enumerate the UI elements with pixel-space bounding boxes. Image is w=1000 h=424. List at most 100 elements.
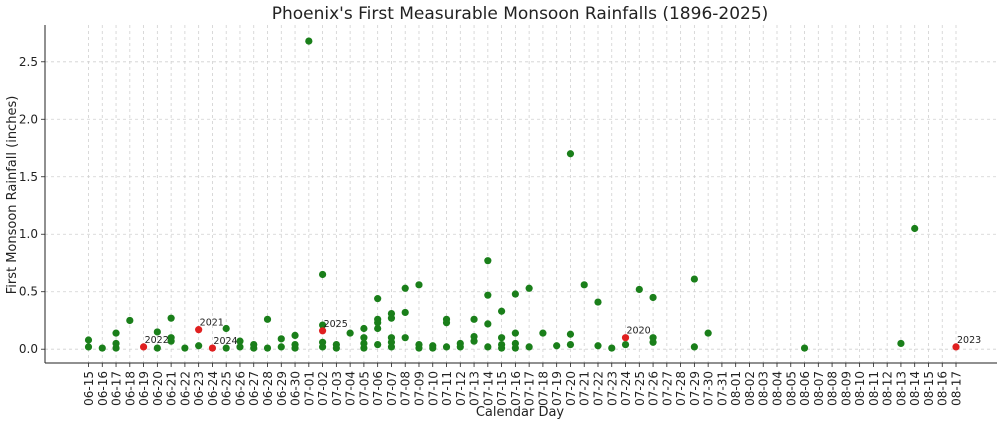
historical-data-point: [84, 343, 93, 351]
x-tick-label: 07-03: [330, 371, 344, 406]
x-tick-label: 06-28: [261, 371, 275, 406]
historical-data-point: [360, 324, 368, 333]
historical-data-point: [690, 343, 698, 351]
recent-data-point: [195, 326, 203, 334]
historical-data-point: [401, 334, 409, 342]
historical-data-point: [126, 316, 134, 325]
chart-title: Phoenix's First Measurable Monsoon Rainf…: [272, 4, 769, 24]
x-tick-label: 07-20: [564, 371, 578, 406]
x-tick-label: 06-23: [192, 371, 206, 406]
historical-data-point: [277, 343, 285, 351]
historical-data-point: [401, 284, 409, 292]
x-tick-label: 07-11: [440, 371, 454, 406]
historical-data-point: [484, 343, 492, 351]
x-tick-label: 07-15: [495, 371, 509, 406]
historical-data-point: [112, 329, 120, 337]
y-tick-labels: 0.0 0.5 1.0 1.5 2.0 2.5: [19, 55, 38, 356]
year-label: 2023: [957, 335, 981, 346]
historical-data-point: [484, 257, 492, 265]
historical-data-point: [470, 337, 478, 345]
historical-data-point: [167, 314, 175, 322]
historical-data-point: [222, 324, 230, 333]
x-tick-label: 07-17: [523, 371, 537, 406]
historical-data-point: [415, 281, 423, 289]
x-tick-label: 06-24: [206, 371, 220, 406]
historical-data-point: [498, 334, 506, 342]
historical-data-point: [277, 335, 285, 343]
x-tick-label: 07-18: [536, 371, 550, 406]
historical-data-point: [897, 339, 905, 348]
x-tick-label: 08-06: [798, 371, 812, 406]
historical-data-point: [511, 329, 519, 337]
historical-data-point: [911, 224, 919, 233]
x-tick-label: 07-14: [481, 371, 495, 406]
x-tick-label: 08-15: [922, 371, 936, 406]
historical-data-point: [153, 328, 161, 336]
x-tick-label: 08-10: [853, 371, 867, 406]
point-annotations: 2022 2021 2024 2025 2020 2023: [145, 318, 982, 347]
historical-data-point: [98, 344, 106, 352]
x-tick-label: 07-02: [316, 371, 330, 406]
historical-data-point: [195, 342, 203, 350]
x-tick-label: 06-15: [82, 371, 96, 406]
historical-data-point: [236, 343, 244, 351]
x-tick-label: 07-24: [619, 371, 633, 406]
x-tick-label: 07-16: [509, 371, 523, 406]
historical-data-point: [442, 343, 451, 351]
grid-lines: [45, 25, 997, 363]
x-tick-label: 06-22: [178, 371, 192, 406]
historical-data-point: [649, 338, 657, 346]
x-tick-label: 08-02: [743, 371, 757, 406]
historical-data-point: [374, 341, 382, 349]
historical-data-point: [181, 344, 189, 352]
year-label: 2022: [145, 335, 169, 346]
x-tick-label: 07-26: [647, 371, 661, 406]
x-tick-label: 07-04: [344, 371, 358, 406]
x-tick-label: 07-13: [468, 371, 482, 406]
x-tick-label: 07-31: [715, 371, 729, 406]
historical-data-point: [318, 343, 327, 351]
historical-data-point: [635, 285, 643, 294]
x-tick-label: 07-29: [688, 371, 702, 406]
historical-data-point: [318, 270, 327, 279]
historical-data-point: [291, 344, 299, 352]
x-tick-label: 07-09: [412, 371, 426, 406]
historical-data-point: [332, 344, 340, 352]
x-tick-label: 08-03: [757, 371, 771, 406]
historical-data-point: [360, 344, 368, 352]
historical-data-point: [484, 320, 492, 328]
x-tick-label: 06-21: [165, 371, 179, 406]
x-tick-label: 07-21: [578, 371, 592, 406]
historical-data-point: [374, 295, 382, 303]
data-points: [84, 37, 960, 352]
y-tick-label: 1.0: [19, 227, 38, 241]
historical-data-point: [291, 331, 299, 340]
x-tick-label: 08-11: [867, 371, 881, 406]
y-tick-label: 2.5: [19, 55, 38, 69]
historical-data-point: [112, 344, 120, 352]
x-tick-label: 07-28: [674, 371, 688, 406]
historical-data-point: [525, 284, 533, 292]
x-tick-label: 08-08: [826, 371, 840, 406]
x-tick-label: 07-06: [371, 371, 385, 406]
x-tick-label: 06-18: [123, 371, 137, 406]
x-tick-label: 06-29: [275, 371, 289, 406]
x-tick-label: 07-01: [302, 371, 316, 406]
historical-data-point: [498, 307, 506, 315]
historical-data-point: [401, 308, 409, 317]
x-tick-label: 07-12: [454, 371, 468, 406]
recent-data-point: [139, 343, 148, 351]
historical-data-point: [594, 298, 602, 306]
historical-data-point: [566, 150, 575, 158]
historical-data-point: [250, 344, 258, 352]
historical-data-point: [305, 37, 313, 45]
x-tick-label: 08-13: [894, 371, 908, 406]
year-label: 2025: [324, 319, 348, 330]
x-tick-label: 07-22: [591, 371, 605, 406]
x-tick-label: 07-07: [385, 371, 399, 406]
x-tick-label: 07-08: [399, 371, 413, 406]
x-tick-label: 06-20: [151, 371, 165, 406]
historical-data-point: [800, 344, 809, 352]
historical-data-point: [167, 337, 175, 345]
